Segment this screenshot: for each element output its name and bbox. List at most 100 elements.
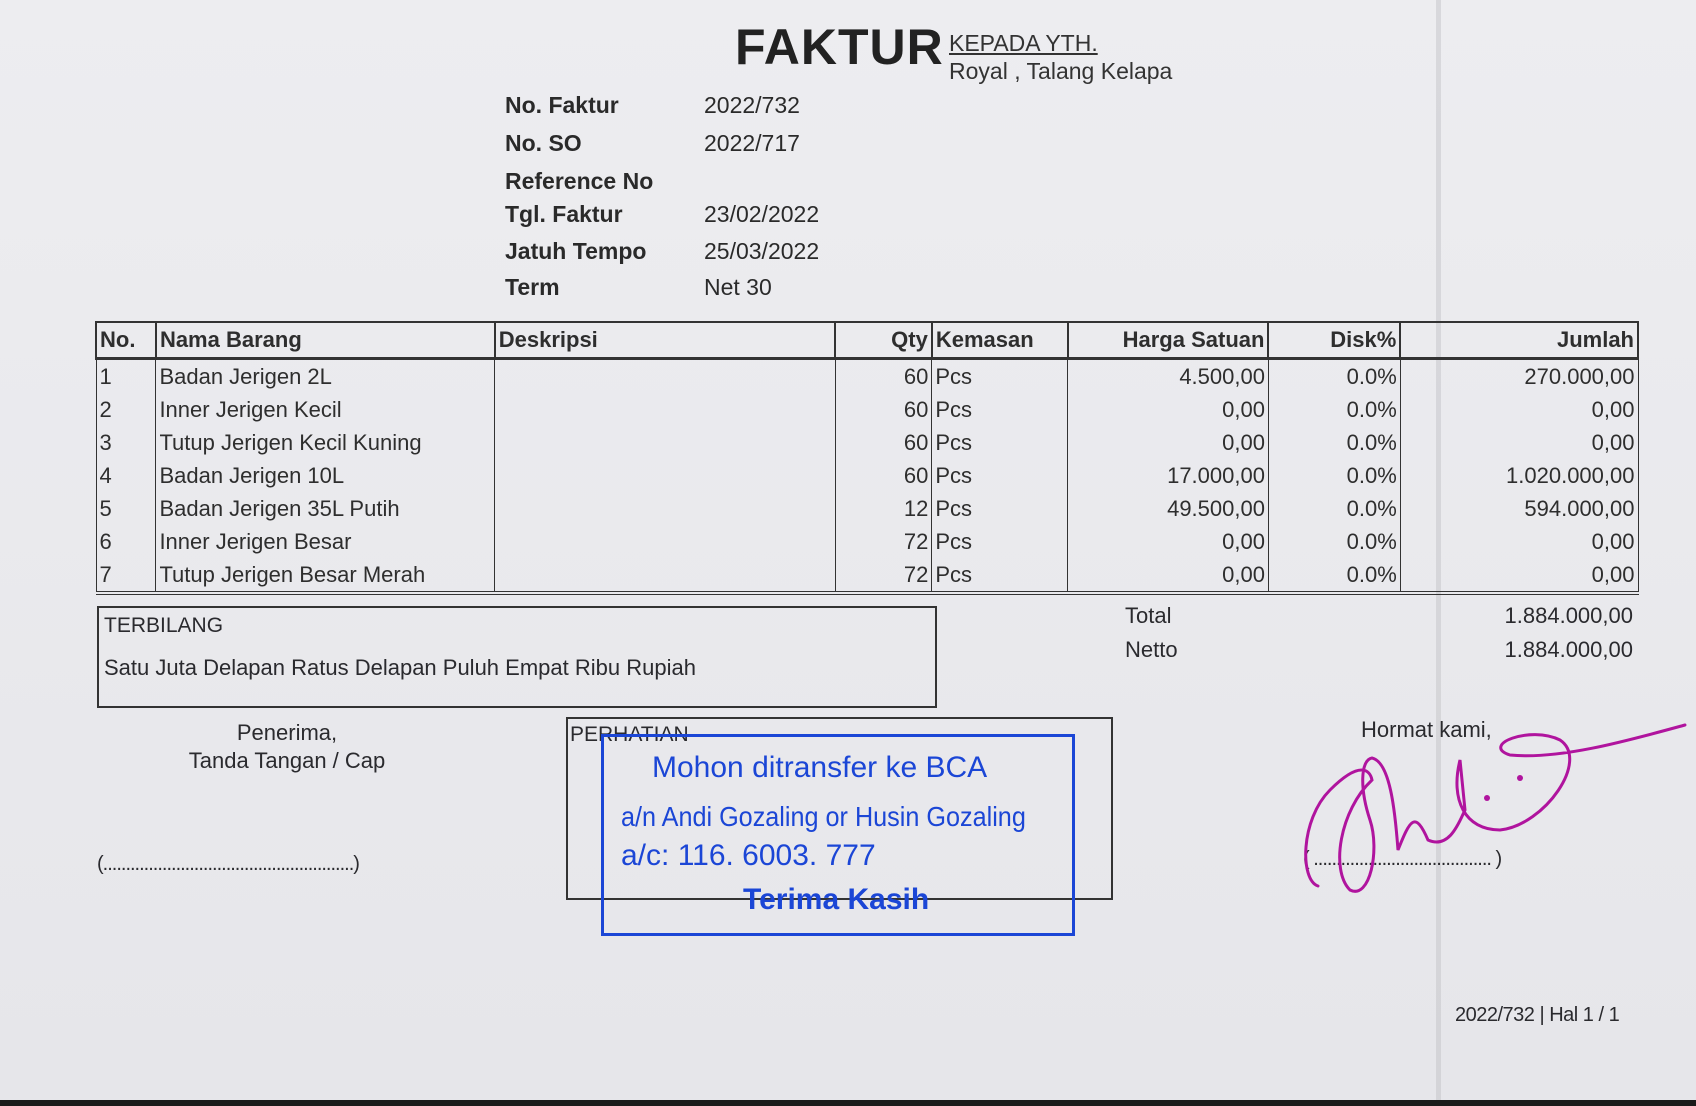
cell-deskripsi (494, 558, 836, 595)
netto-value: 1.884.000,00 (1504, 637, 1633, 662)
terbilang-box (97, 606, 937, 708)
cell-no: 1 (95, 358, 157, 393)
cell-disk: 0.0% (1267, 358, 1401, 393)
cell-nama-barang: Badan Jerigen 2L (155, 358, 496, 393)
cell-deskripsi (494, 459, 836, 492)
meta-value-tgl-faktur: 23/02/2022 (704, 201, 820, 227)
cell-qty: 60 (834, 358, 933, 393)
cell-jumlah: 594.000,00 (1399, 492, 1639, 525)
cell-deskripsi (494, 426, 836, 459)
meta-value-term: Net 30 (704, 274, 772, 300)
cell-nama-barang: Inner Jerigen Besar (155, 525, 496, 558)
cell-nama-barang: Tutup Jerigen Kecil Kuning (155, 426, 496, 459)
cell-disk: 0.0% (1267, 558, 1401, 595)
cell-harga-satuan: 4.500,00 (1067, 358, 1269, 393)
col-header-disk: Disk% (1267, 321, 1402, 360)
cell-no: 4 (95, 459, 157, 492)
cell-harga-satuan: 0,00 (1067, 426, 1269, 459)
cell-harga-satuan: 49.500,00 (1067, 492, 1269, 525)
cell-nama-barang: Tutup Jerigen Besar Merah (155, 558, 496, 595)
cell-jumlah: 0,00 (1399, 393, 1639, 426)
col-header-deskripsi: Deskripsi (493, 321, 837, 360)
handwritten-signature (1304, 723, 1687, 893)
cell-disk: 0.0% (1267, 525, 1401, 558)
cell-kemasan: Pcs (931, 393, 1069, 426)
col-header-jumlah: Jumlah (1399, 321, 1639, 360)
sender-signature-line: ( ......................................… (1303, 848, 1502, 870)
table-row: 4 Badan Jerigen 10L 60 Pcs 17.000,00 0.0% 1.02… (95, 459, 1639, 492)
cell-no: 5 (95, 492, 157, 525)
cell-kemasan: Pcs (931, 358, 1069, 393)
cell-nama-barang: Badan Jerigen 10L (155, 459, 496, 492)
scan-edge (0, 1100, 1696, 1106)
col-header-qty: Qty (834, 321, 933, 360)
netto-label: Netto (1125, 637, 1178, 662)
meta-label-reference: Reference No (505, 168, 654, 194)
col-header-no: No. (95, 321, 157, 360)
table-header-row: No. Nama Barang Deskripsi Qty Kemasan Ha… (95, 321, 1639, 360)
cell-kemasan: Pcs (931, 492, 1069, 525)
cell-disk: 0.0% (1267, 393, 1401, 426)
table-row: 2 Inner Jerigen Kecil 60 Pcs 0,00 0.0% 0,00 (95, 393, 1639, 426)
table-row: 6 Inner Jerigen Besar 72 Pcs 0,00 0.0% 0,00 (95, 525, 1639, 558)
stamp-line-1: Mohon ditransfer ke BCA (652, 751, 988, 784)
cell-harga-satuan: 0,00 (1067, 558, 1269, 595)
cell-harga-satuan: 0,00 (1067, 393, 1269, 426)
cell-harga-satuan: 0,00 (1067, 525, 1269, 558)
cell-nama-barang: Badan Jerigen 35L Putih (155, 492, 496, 525)
receiver-sign-label: Tanda Tangan / Cap (188, 748, 386, 773)
cell-nama-barang: Inner Jerigen Kecil (155, 393, 496, 426)
cell-no: 6 (95, 525, 157, 558)
bank-transfer-stamp: Mohon ditransfer ke BCA a/n Andi Gozalin… (601, 734, 1075, 936)
col-header-kemasan: Kemasan (930, 321, 1069, 360)
cell-deskripsi (494, 358, 836, 393)
cell-qty: 72 (834, 525, 933, 558)
signature-dot (1484, 795, 1490, 801)
page-reference: 2022/732 | Hal 1 / 1 (1455, 1004, 1620, 1026)
cell-kemasan: Pcs (931, 525, 1069, 558)
cell-kemasan: Pcs (931, 459, 1069, 492)
cell-jumlah: 0,00 (1399, 558, 1639, 595)
signature-stroke (1304, 723, 1687, 893)
cell-no: 7 (95, 558, 157, 595)
stamp-line-3: a/c: 116. 6003. 777 (621, 839, 876, 872)
cell-jumlah: 0,00 (1399, 525, 1639, 558)
meta-value-no-so: 2022/717 (704, 130, 800, 156)
table-row: 7 Tutup Jerigen Besar Merah 72 Pcs 0,00 0.0% 0… (95, 558, 1639, 595)
cell-deskripsi (494, 525, 836, 558)
table-row: 5 Badan Jerigen 35L Putih 12 Pcs 49.500,00 0.… (95, 492, 1639, 525)
cell-deskripsi (494, 393, 836, 426)
col-header-nama-barang: Nama Barang (154, 321, 496, 360)
table-row: 1 Badan Jerigen 2L 60 Pcs 4.500,00 0.0% 270.00… (95, 358, 1639, 393)
receiver-signature-line: (.......................................… (97, 853, 360, 875)
stamp-line-4: Terima Kasih (743, 883, 930, 916)
cell-deskripsi (494, 492, 836, 525)
meta-value-no-faktur: 2022/732 (704, 92, 800, 118)
cell-kemasan: Pcs (931, 426, 1069, 459)
cell-disk: 0.0% (1267, 492, 1401, 525)
cell-harga-satuan: 17.000,00 (1067, 459, 1269, 492)
meta-label-no-faktur: No. Faktur (505, 92, 619, 118)
table-row: 3 Tutup Jerigen Kecil Kuning 60 Pcs 0,00 0.0%… (95, 426, 1639, 459)
cell-qty: 72 (834, 558, 933, 595)
recipient-name: Royal , Talang Kelapa (949, 58, 1173, 84)
signature-dot (1517, 775, 1523, 781)
closing-text: Hormat kami, (1361, 717, 1492, 742)
notice-box (566, 717, 1113, 900)
terbilang-text: Satu Juta Delapan Ratus Delapan Puluh Em… (104, 655, 696, 680)
meta-label-jatuh-tempo: Jatuh Tempo (505, 238, 647, 264)
items-table: No. Nama Barang Deskripsi Qty Kemasan Ha… (95, 321, 1639, 595)
cell-no: 2 (95, 393, 157, 426)
meta-label-term: Term (505, 274, 560, 300)
receiver-label: Penerima, (236, 720, 338, 745)
total-value: 1.884.000,00 (1504, 603, 1633, 628)
cell-qty: 60 (834, 459, 933, 492)
col-header-harga-satuan: Harga Satuan (1066, 321, 1270, 360)
cell-disk: 0.0% (1267, 459, 1401, 492)
cell-jumlah: 0,00 (1399, 426, 1639, 459)
stamp-line-2: a/n Andi Gozaling or Husin Gozaling (621, 801, 1026, 832)
cell-qty: 60 (834, 393, 933, 426)
cell-jumlah: 270.000,00 (1399, 358, 1639, 393)
cell-disk: 0.0% (1267, 426, 1401, 459)
cell-kemasan: Pcs (931, 558, 1069, 595)
